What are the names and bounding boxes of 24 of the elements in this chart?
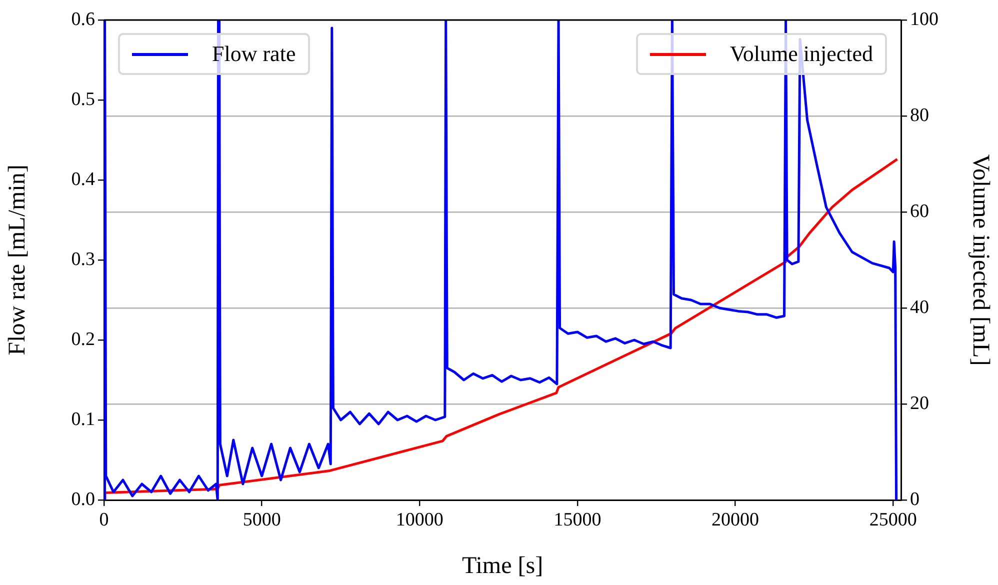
x-axis-title: Time [s] — [462, 552, 544, 579]
y2-axis-title: Volume injected [mL] — [967, 154, 994, 366]
y-tick-label: 0.2 — [71, 328, 95, 350]
y2-tick-label: 0 — [910, 488, 920, 510]
x-tick-label: 0 — [99, 509, 109, 530]
x-tick-label: 5000 — [242, 509, 281, 530]
legend-label: Volume injected — [730, 41, 873, 67]
y-tick-label: 0.5 — [71, 88, 95, 110]
y2-tick-label: 40 — [910, 296, 929, 318]
y-tick-label: 0.1 — [71, 408, 95, 430]
y-tick-label: 0.4 — [71, 168, 96, 190]
y2-tick-label: 60 — [910, 200, 929, 222]
y-tick-label: 0.3 — [71, 248, 95, 270]
legend-label: Flow rate — [212, 41, 296, 67]
x-tick-label: 25000 — [869, 509, 917, 530]
y-tick-label: 0.6 — [71, 8, 95, 30]
x-tick-label: 15000 — [554, 509, 602, 530]
y2-tick-label: 100 — [910, 8, 938, 30]
y-axis-title: Flow rate [mL/min] — [4, 164, 31, 356]
y2-tick-label: 20 — [910, 392, 929, 414]
x-tick-label: 10000 — [396, 509, 444, 530]
y-tick-label: 0.0 — [71, 488, 95, 510]
y2-tick-label: 80 — [910, 104, 929, 126]
x-tick-label: 20000 — [712, 509, 760, 530]
